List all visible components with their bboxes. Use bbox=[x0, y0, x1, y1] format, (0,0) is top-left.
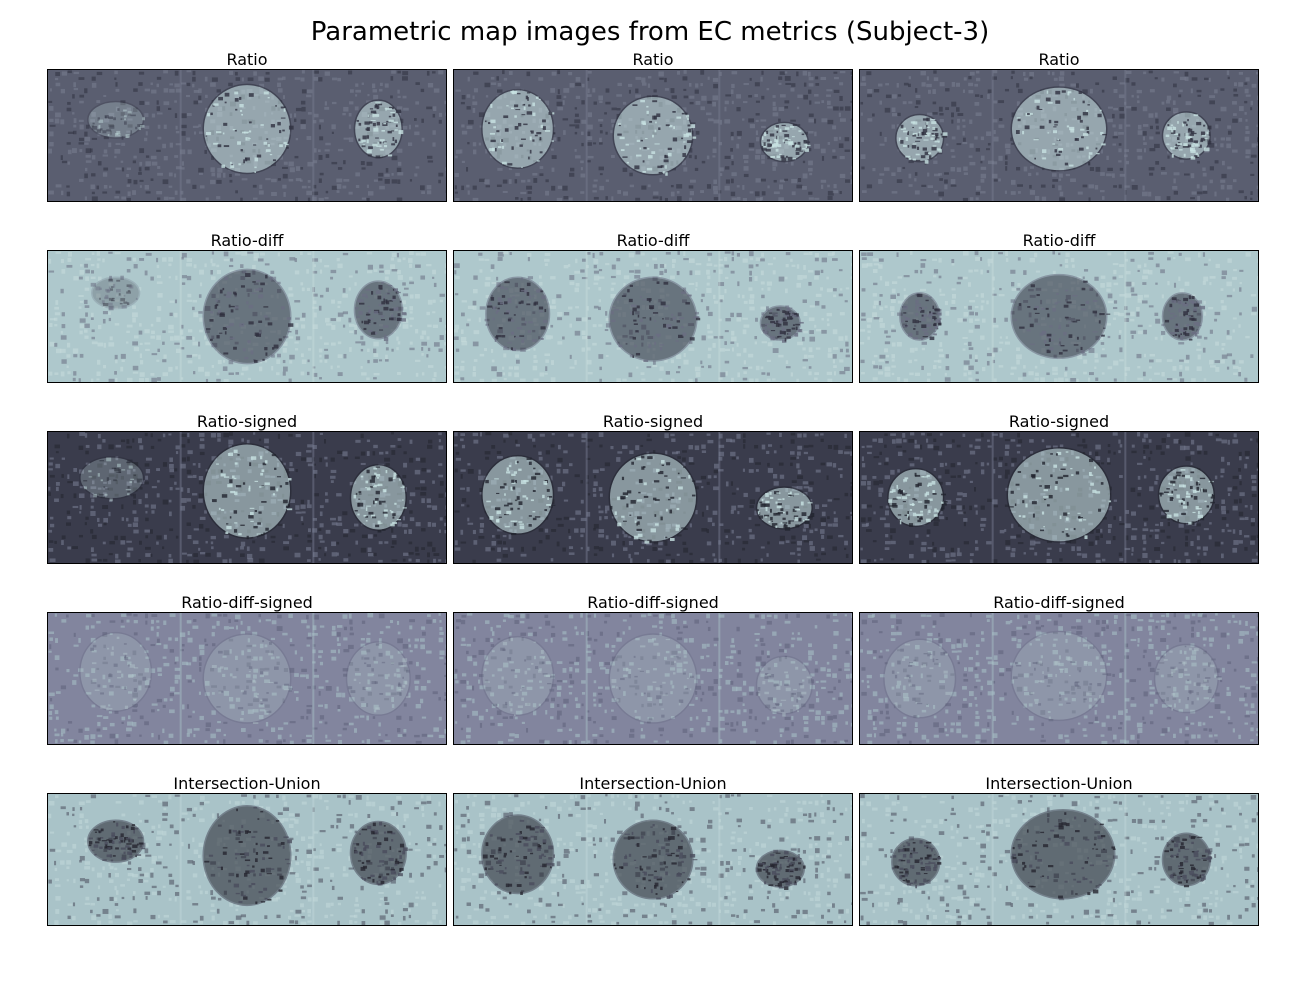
panel-title: Ratio-diff-signed bbox=[859, 593, 1259, 613]
parametric-map-image bbox=[859, 69, 1259, 202]
parametric-map-image bbox=[453, 250, 853, 383]
parametric-map-image bbox=[859, 612, 1259, 745]
parametric-map-image bbox=[859, 431, 1259, 564]
map-panel: Intersection-Union bbox=[47, 774, 447, 926]
panel-title: Intersection-Union bbox=[859, 774, 1259, 794]
parametric-map-image bbox=[453, 612, 853, 745]
panel-title: Ratio-diff bbox=[859, 231, 1259, 251]
panel-title: Ratio-signed bbox=[859, 412, 1259, 432]
map-panel: Ratio bbox=[47, 50, 447, 202]
map-panel: Ratio bbox=[453, 50, 853, 202]
map-panel: Ratio-signed bbox=[47, 412, 447, 564]
panel-title: Intersection-Union bbox=[47, 774, 447, 794]
parametric-map-image bbox=[47, 612, 447, 745]
panel-title: Ratio-diff-signed bbox=[453, 593, 853, 613]
map-panel: Ratio-signed bbox=[859, 412, 1259, 564]
map-panel: Ratio-diff bbox=[453, 231, 853, 383]
parametric-map-image bbox=[453, 431, 853, 564]
panel-title: Ratio bbox=[859, 50, 1259, 70]
panel-title: Ratio bbox=[453, 50, 853, 70]
panel-title: Ratio-diff bbox=[47, 231, 447, 251]
map-panel: Intersection-Union bbox=[453, 774, 853, 926]
panel-title: Ratio-signed bbox=[453, 412, 853, 432]
map-panel: Ratio-diff-signed bbox=[859, 593, 1259, 745]
panel-title: Ratio-diff-signed bbox=[47, 593, 447, 613]
panel-title: Ratio-signed bbox=[47, 412, 447, 432]
panel-title: Ratio-diff bbox=[453, 231, 853, 251]
map-panel: Ratio-diff bbox=[47, 231, 447, 383]
parametric-map-image bbox=[859, 250, 1259, 383]
parametric-map-image bbox=[453, 793, 853, 926]
map-panel: Ratio bbox=[859, 50, 1259, 202]
map-panel: Ratio-diff-signed bbox=[47, 593, 447, 745]
parametric-map-image bbox=[47, 431, 447, 564]
map-panel: Intersection-Union bbox=[859, 774, 1259, 926]
parametric-map-image bbox=[453, 69, 853, 202]
parametric-map-image bbox=[47, 69, 447, 202]
map-panel: Ratio-signed bbox=[453, 412, 853, 564]
map-panel: Ratio-diff-signed bbox=[453, 593, 853, 745]
panel-title: Intersection-Union bbox=[453, 774, 853, 794]
parametric-map-image bbox=[859, 793, 1259, 926]
parametric-map-image bbox=[47, 793, 447, 926]
parametric-map-image bbox=[47, 250, 447, 383]
panel-title: Ratio bbox=[47, 50, 447, 70]
map-panel: Ratio-diff bbox=[859, 231, 1259, 383]
